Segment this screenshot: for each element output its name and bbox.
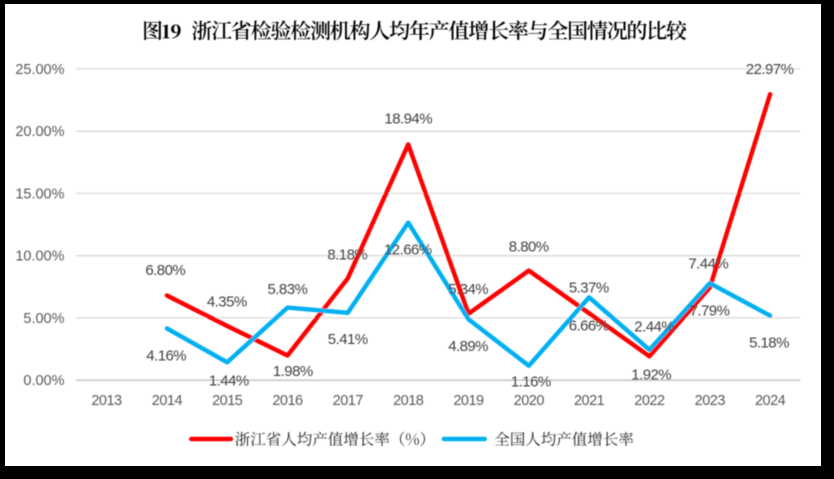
svg-text:5.34%: 5.34%: [448, 281, 488, 298]
svg-text:2019: 2019: [453, 393, 484, 409]
svg-text:6.80%: 6.80%: [145, 262, 185, 279]
svg-text:5.00%: 5.00%: [23, 311, 64, 327]
svg-text:2021: 2021: [574, 393, 605, 409]
svg-text:2016: 2016: [272, 393, 303, 409]
svg-text:20.00%: 20.00%: [15, 124, 64, 140]
svg-text:2022: 2022: [634, 393, 665, 409]
svg-text:5.18%: 5.18%: [749, 334, 789, 351]
svg-text:15.00%: 15.00%: [15, 186, 64, 202]
svg-text:5.37%: 5.37%: [569, 280, 609, 297]
svg-text:8.80%: 8.80%: [509, 238, 549, 255]
svg-text:2.44%: 2.44%: [634, 319, 674, 336]
svg-text:2018: 2018: [393, 393, 424, 409]
svg-text:5.83%: 5.83%: [268, 281, 308, 298]
svg-text:10.00%: 10.00%: [15, 249, 64, 265]
svg-text:2014: 2014: [152, 393, 183, 409]
svg-text:4.16%: 4.16%: [146, 348, 186, 365]
svg-text:18.94%: 18.94%: [384, 110, 432, 127]
svg-text:4.35%: 4.35%: [207, 293, 247, 310]
svg-text:8.18%: 8.18%: [327, 247, 367, 264]
svg-text:2015: 2015: [212, 393, 243, 409]
svg-text:2023: 2023: [695, 393, 726, 409]
svg-text:4.89%: 4.89%: [448, 338, 488, 355]
svg-text:2020: 2020: [514, 393, 545, 409]
svg-text:2017: 2017: [333, 393, 364, 409]
svg-text:1.92%: 1.92%: [631, 367, 671, 384]
svg-text:1.44%: 1.44%: [209, 373, 249, 390]
svg-text:25.00%: 25.00%: [15, 62, 64, 78]
svg-text:1.98%: 1.98%: [273, 363, 313, 380]
svg-text:12.66%: 12.66%: [384, 242, 432, 259]
svg-text:1.16%: 1.16%: [511, 374, 551, 391]
svg-text:7.79%: 7.79%: [690, 302, 730, 319]
svg-text:7.44%: 7.44%: [688, 255, 728, 272]
svg-text:22.97%: 22.97%: [746, 61, 794, 78]
svg-text:6.66%: 6.66%: [569, 318, 609, 335]
svg-text:5.41%: 5.41%: [328, 331, 368, 348]
svg-text:2024: 2024: [755, 393, 786, 409]
svg-text:2013: 2013: [91, 393, 122, 409]
svg-text:0.00%: 0.00%: [23, 373, 64, 389]
